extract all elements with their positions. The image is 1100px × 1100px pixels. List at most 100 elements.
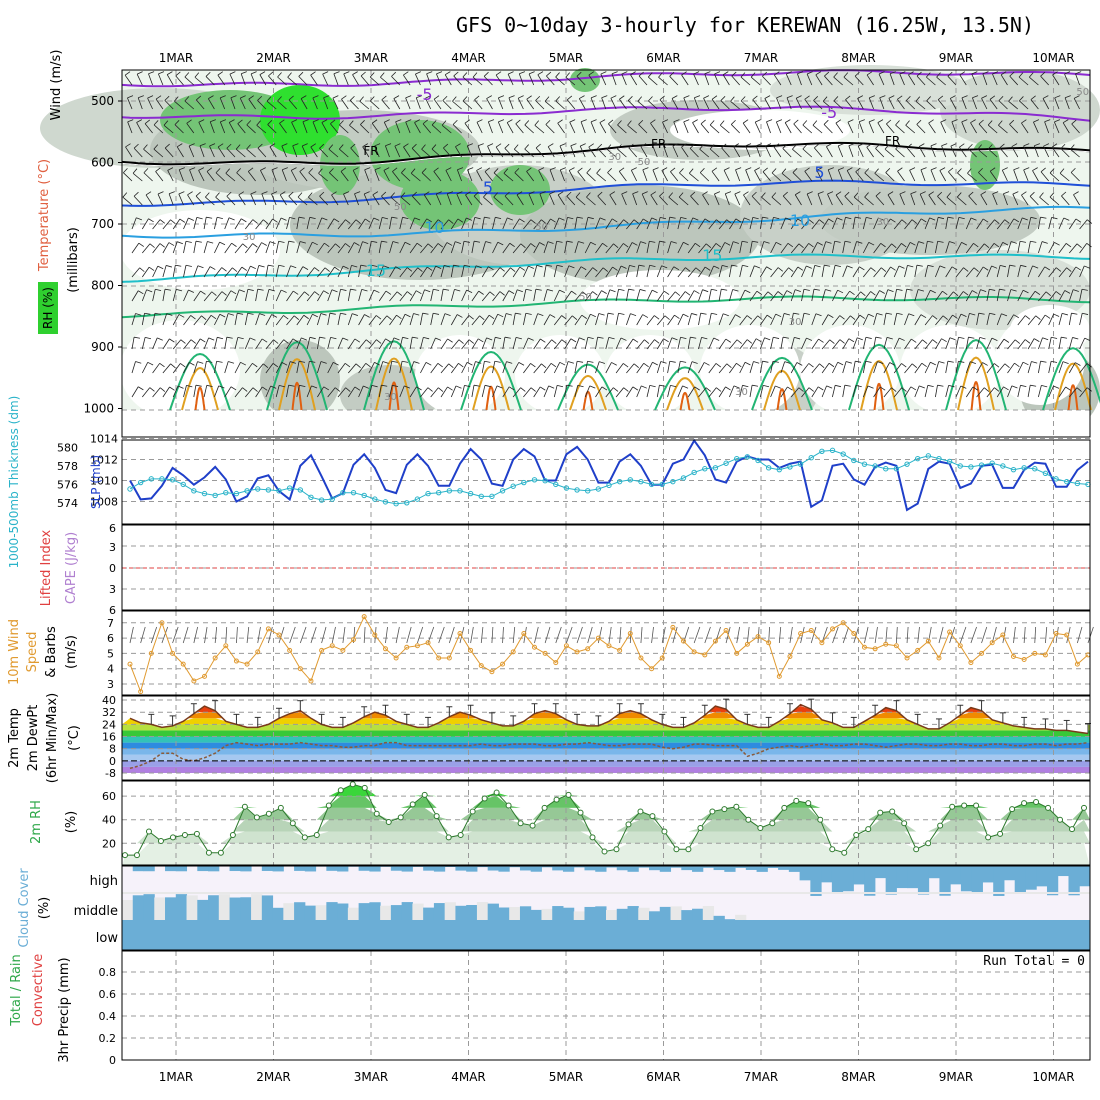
wind-barb-flag xyxy=(376,339,382,344)
thickness-point xyxy=(765,465,772,471)
rh-point xyxy=(337,787,344,794)
wind10-barb xyxy=(555,626,562,644)
wind-barb xyxy=(833,76,843,86)
wind-barb-flag xyxy=(961,119,968,123)
wind-barb xyxy=(935,217,939,230)
wind-barb-flag xyxy=(416,386,422,391)
wind-barb-flag xyxy=(1072,289,1079,292)
wind-barb-flag xyxy=(1042,337,1049,341)
wind-barb-flag xyxy=(288,95,294,101)
wind10-barb xyxy=(172,626,179,644)
wind-barb xyxy=(484,171,493,182)
wind-barb-flag xyxy=(344,363,351,368)
wind-barb-flag xyxy=(495,216,502,220)
thickness-point xyxy=(510,483,516,489)
wind-barb-flag xyxy=(381,240,388,243)
isotherm-30 xyxy=(472,365,510,411)
wind-barb-flag xyxy=(506,361,513,364)
wind-barb xyxy=(549,193,555,206)
wind-barb-flag xyxy=(598,313,605,316)
wind-barb xyxy=(739,265,743,278)
wind-barb-flag xyxy=(752,216,759,220)
wind-barb xyxy=(275,385,280,398)
wind-barb-flag xyxy=(947,360,954,363)
wind-barb-flag xyxy=(589,385,596,389)
wind10-point xyxy=(510,649,516,655)
wind-barb-flag xyxy=(835,191,842,196)
wind-barb xyxy=(317,290,324,302)
wind10-barb xyxy=(182,626,189,644)
wind10-point xyxy=(287,647,293,653)
wind-barb-flag xyxy=(674,314,680,319)
wind-barb-flag xyxy=(597,191,603,197)
rh-point xyxy=(505,802,512,809)
wind-barb xyxy=(1021,122,1029,134)
wind-barb xyxy=(193,315,202,326)
wind-barb xyxy=(729,363,737,374)
cloud-middle xyxy=(412,903,424,920)
date-label-bottom: 10MAR xyxy=(1032,1070,1074,1084)
wind-barb xyxy=(559,145,565,158)
wind-barb-flag xyxy=(485,241,492,244)
wind-barb-flag xyxy=(1009,264,1016,267)
wind-barb-flag xyxy=(1023,143,1030,147)
wind-barb xyxy=(626,242,633,254)
wind-barb-flag xyxy=(941,143,948,147)
thickness-point xyxy=(286,485,293,491)
wind-barb xyxy=(512,362,520,374)
wind-barb xyxy=(1017,290,1024,302)
cloud-high xyxy=(433,866,446,872)
wind-barb-flag xyxy=(179,167,185,171)
wind-barb xyxy=(996,363,1006,374)
wind-barb-flag xyxy=(549,314,556,318)
wind10-barb xyxy=(246,626,250,644)
wind-barb-flag xyxy=(968,336,975,339)
wind-barb xyxy=(453,75,462,86)
wind-barb-flag xyxy=(856,241,863,244)
thickness-point xyxy=(446,488,453,494)
wind-barb xyxy=(663,145,668,158)
wind-barb xyxy=(1048,217,1053,230)
wind-barb xyxy=(399,291,408,302)
wind-barb xyxy=(553,217,560,230)
wind-barb xyxy=(930,145,936,158)
wind-barb-flag xyxy=(135,313,142,316)
wind-barb xyxy=(909,170,916,182)
wind-barb-flag xyxy=(413,361,420,364)
wind-barb-flag xyxy=(507,217,513,221)
wind-barb xyxy=(1032,170,1039,182)
isotherm-30 xyxy=(1054,362,1092,411)
wind-barb xyxy=(935,361,940,374)
wind-barb xyxy=(198,170,205,182)
wind-barb xyxy=(761,196,771,206)
wind-barb-flag xyxy=(252,387,258,392)
wind-barb-flag xyxy=(1033,119,1040,123)
wind-barb-flag xyxy=(978,167,983,173)
wind-barb xyxy=(982,73,988,86)
wind-barb-flag xyxy=(920,167,927,171)
cloud-high xyxy=(197,866,209,872)
wind10-point xyxy=(1021,657,1027,663)
thickness-tick: 578 xyxy=(57,460,78,473)
wind-barb-flag xyxy=(516,191,523,196)
wind-barb xyxy=(358,339,367,350)
wind-barb xyxy=(842,361,847,374)
wind-barb xyxy=(409,386,417,398)
wind10-barb xyxy=(959,626,967,644)
wind-barb xyxy=(584,337,589,350)
rh-contour-blob xyxy=(770,65,970,115)
thickness-point xyxy=(574,487,580,493)
wind-barb-flag xyxy=(159,219,166,224)
wind-barb xyxy=(555,76,565,86)
wind-barb xyxy=(323,97,329,110)
wind10-point xyxy=(414,643,420,649)
wind10-point xyxy=(457,631,463,637)
wind-barb-flag xyxy=(497,313,504,318)
wind-barb-flag xyxy=(891,243,897,248)
wind-barb xyxy=(1029,76,1039,86)
wind10-barb xyxy=(917,626,920,644)
wind-barb-flag xyxy=(371,240,378,243)
wind-barb xyxy=(770,361,774,374)
wind-barb xyxy=(1018,76,1029,86)
wind-barb-flag xyxy=(639,289,646,292)
